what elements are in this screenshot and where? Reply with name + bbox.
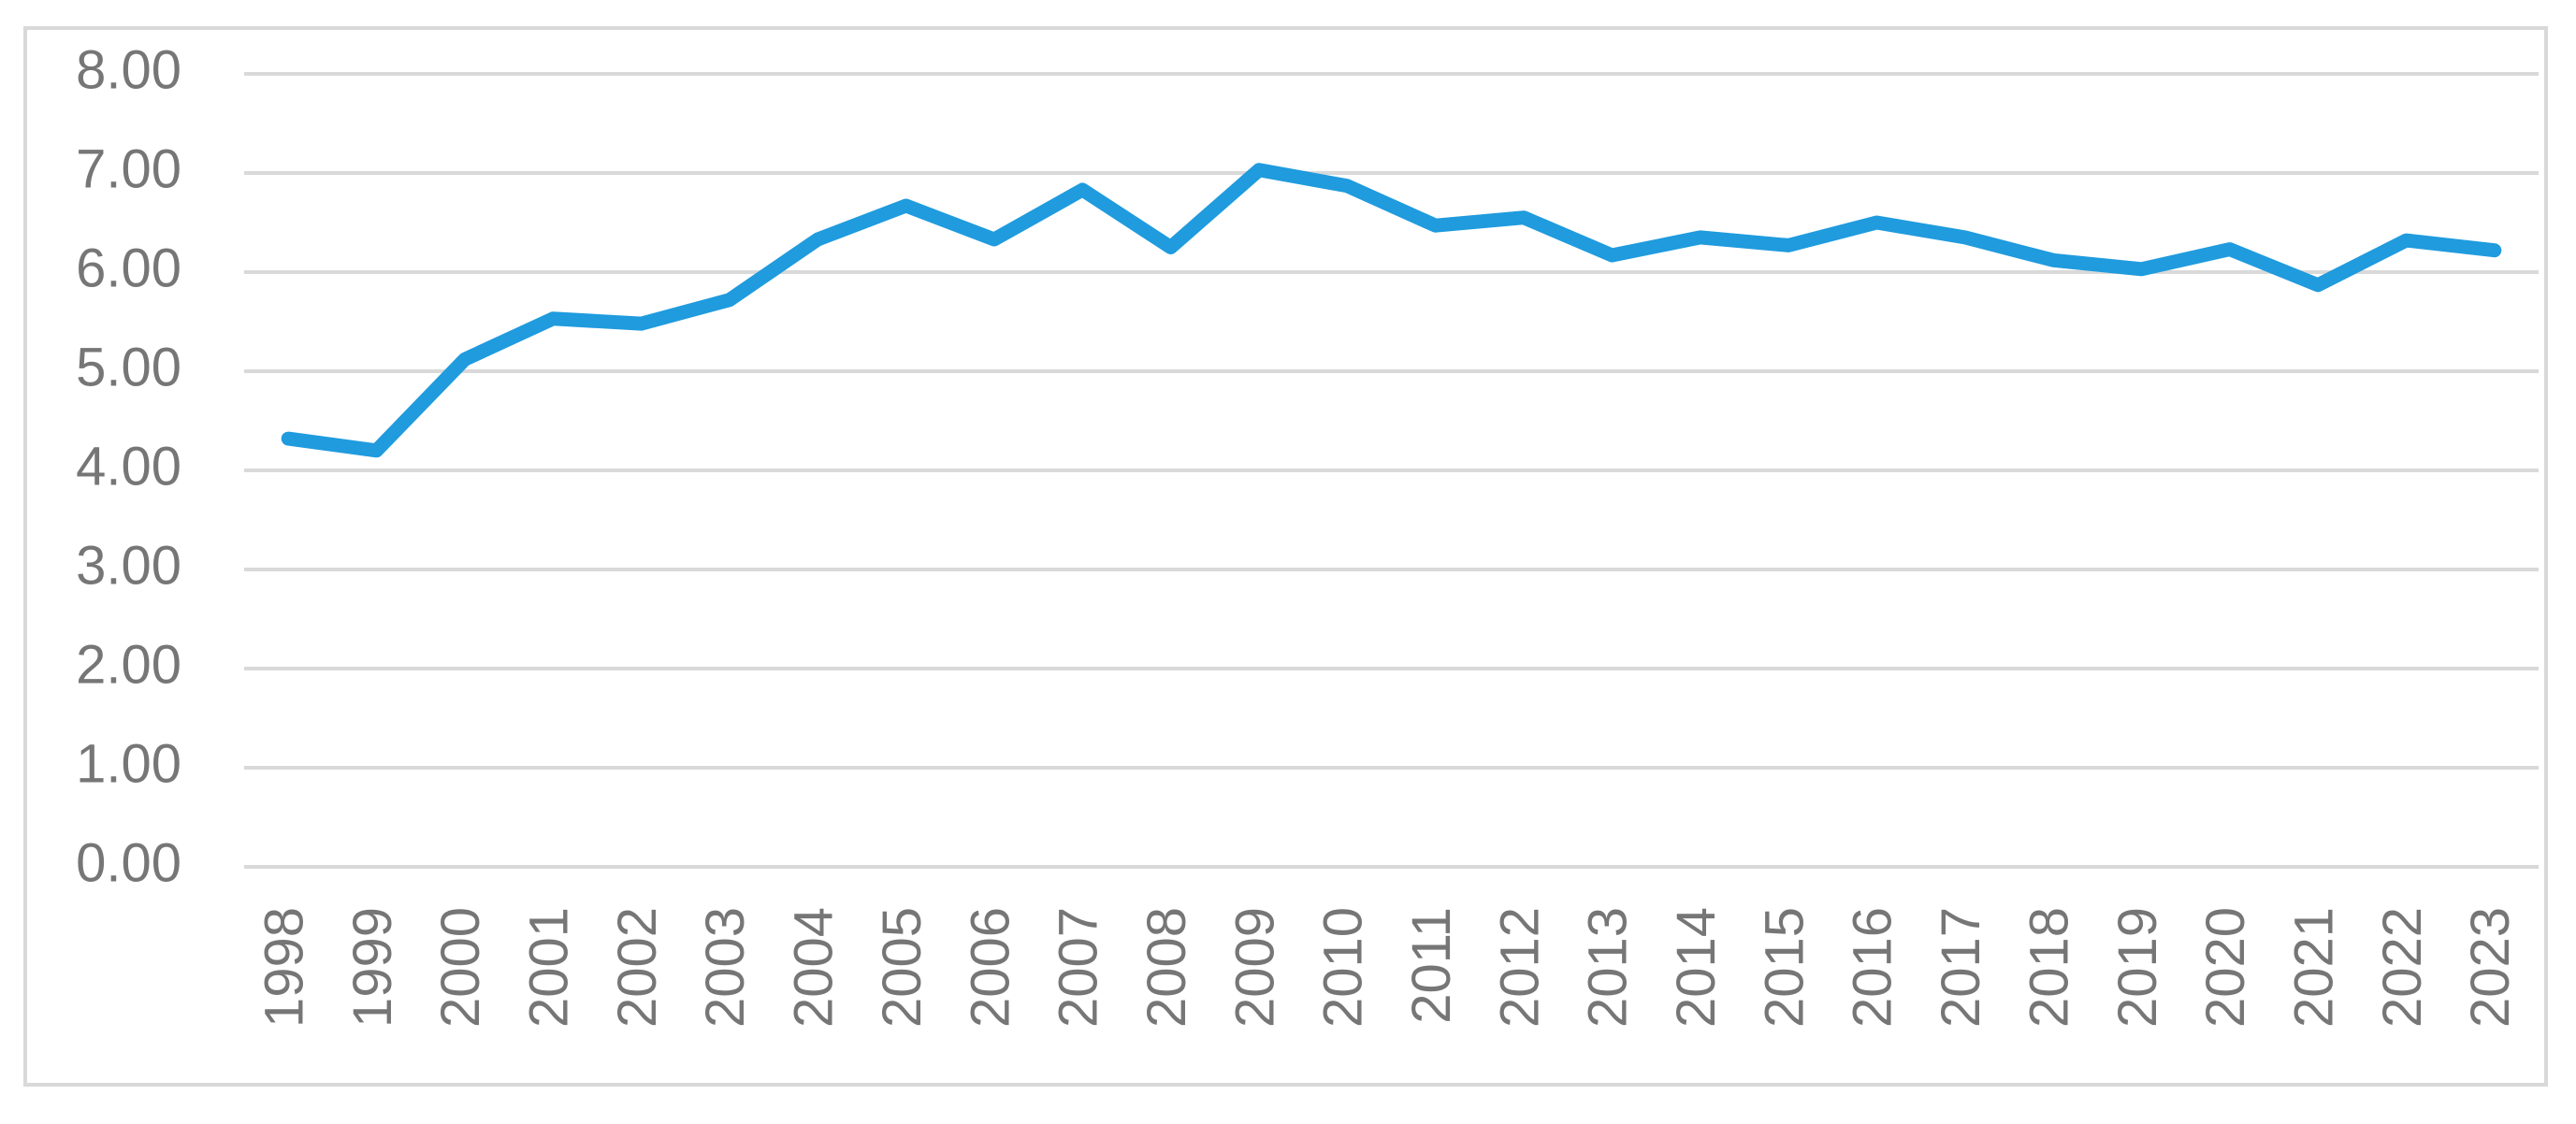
x-tick-label: 2019	[2107, 907, 2168, 1028]
x-tick-label: 2018	[2019, 907, 2079, 1028]
x-tick-label: 2000	[430, 907, 491, 1028]
x-tick-label: 2003	[695, 907, 756, 1028]
x-tick-label: 2014	[1666, 907, 1727, 1028]
x-tick-label: 2022	[2372, 907, 2433, 1028]
x-tick-label: 2005	[872, 907, 933, 1028]
x-tick-label: 2010	[1313, 907, 1374, 1028]
x-tick-label: 2020	[2195, 907, 2256, 1028]
x-tick-label: 2013	[1578, 907, 1639, 1028]
x-tick-label: 2007	[1049, 907, 1109, 1028]
x-tick-label: 2008	[1136, 907, 1197, 1028]
x-tick-label: 2023	[2460, 907, 2521, 1028]
x-tick-label: 2017	[1931, 907, 1991, 1028]
y-tick-label: 2.00	[76, 634, 181, 695]
x-tick-label: 1999	[342, 907, 403, 1028]
x-tick-label: 2016	[1843, 907, 1903, 1028]
x-tick-label: 2002	[607, 907, 668, 1028]
x-tick-label: 2012	[1489, 907, 1550, 1028]
x-tick-label: 2006	[960, 907, 1020, 1028]
y-tick-label: 5.00	[76, 337, 181, 397]
x-tick-label: 2021	[2283, 907, 2344, 1028]
data-line	[281, 163, 2502, 458]
x-tick-label: 2001	[519, 907, 580, 1028]
y-tick-label: 0.00	[76, 832, 181, 893]
x-tick-label: 2011	[1401, 907, 1462, 1024]
x-tick-label: 2009	[1224, 907, 1285, 1028]
x-tick-label: 2004	[784, 907, 845, 1028]
x-tick-label: 2015	[1754, 907, 1815, 1028]
y-tick-label: 3.00	[76, 535, 181, 596]
y-tick-label: 4.00	[76, 436, 181, 497]
chart-frame	[23, 26, 2548, 1087]
x-tick-label: 1998	[254, 907, 315, 1028]
y-tick-label: 7.00	[76, 138, 181, 199]
y-tick-label: 1.00	[76, 733, 181, 794]
y-tick-label: 8.00	[76, 39, 181, 100]
y-tick-label: 6.00	[76, 238, 181, 298]
